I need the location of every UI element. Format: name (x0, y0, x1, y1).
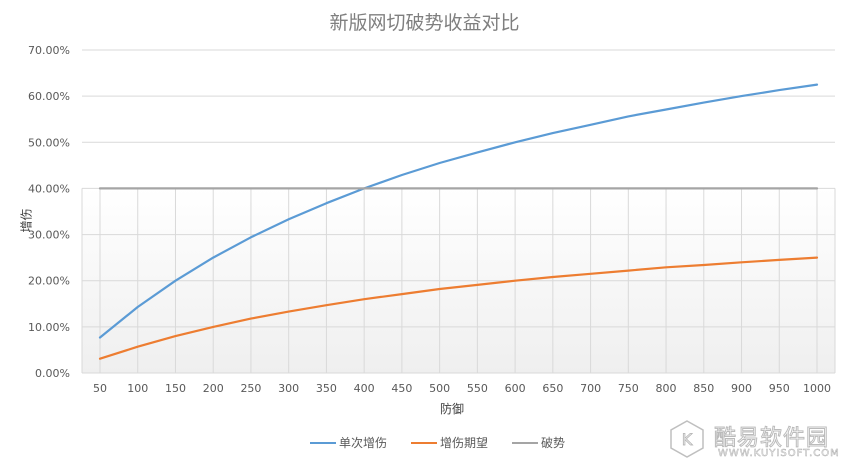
legend-label: 增伤期望 (440, 436, 489, 450)
svg-text:K: K (682, 430, 693, 449)
svg-text:600: 600 (505, 382, 526, 395)
svg-text:750: 750 (618, 382, 639, 395)
legend-item-poshi[interactable]: 破势 (512, 434, 565, 451)
svg-text:70.00%: 70.00% (28, 44, 70, 57)
svg-text:500: 500 (429, 382, 450, 395)
svg-text:650: 650 (542, 382, 563, 395)
gridlines (81, 49, 836, 374)
svg-text:850: 850 (693, 382, 714, 395)
svg-text:800: 800 (656, 382, 677, 395)
x-axis-ticks: 50 100 150 200 250 300 350 400 450 500 550 600 650 70… (93, 382, 831, 395)
svg-text:250: 250 (240, 382, 261, 395)
svg-text:40.00%: 40.00% (28, 182, 70, 195)
svg-text:1000: 1000 (803, 382, 831, 395)
svg-text:10.00%: 10.00% (28, 321, 70, 334)
watermark-url: WWW.KUYISOFT.COM (718, 448, 840, 460)
svg-text:30.00%: 30.00% (28, 229, 70, 242)
svg-text:50.00%: 50.00% (28, 136, 70, 149)
watermark: K 酷易软件园 WWW.KUYISOFT.COM (668, 418, 846, 462)
y-axis-ticks: 0.00% 10.00% 20.00% 30.00% 40.00% 50.00% 60.00… (28, 44, 70, 380)
watermark-text: 酷易软件园 (713, 426, 830, 452)
watermark-logo-icon: K (670, 420, 704, 458)
x-axis-title: 防御 (440, 402, 465, 416)
legend-label: 单次增伤 (339, 436, 388, 450)
svg-text:200: 200 (203, 382, 224, 395)
chart-title: 新版网切破势收益对比 (329, 12, 520, 34)
svg-text:300: 300 (278, 382, 299, 395)
y-axis-title: 增伤 (19, 208, 34, 233)
legend-swatch (411, 441, 438, 444)
svg-text:950: 950 (769, 382, 790, 395)
svg-text:400: 400 (354, 382, 375, 395)
legend-swatch (310, 441, 336, 444)
svg-text:350: 350 (316, 382, 337, 395)
svg-text:700: 700 (580, 382, 601, 395)
legend: 单次增伤 增伤期望 破势 (310, 434, 565, 451)
legend-item-expected-damage[interactable]: 增伤期望 (411, 434, 488, 451)
svg-text:900: 900 (731, 382, 752, 395)
svg-text:20.00%: 20.00% (28, 275, 70, 288)
svg-text:50: 50 (93, 382, 107, 395)
svg-text:100: 100 (127, 382, 148, 395)
svg-text:450: 450 (391, 382, 412, 395)
series-lines (98, 83, 819, 360)
legend-item-single-damage[interactable]: 单次增伤 (310, 434, 387, 451)
svg-text:150: 150 (165, 382, 186, 395)
legend-swatch (512, 441, 539, 444)
svg-text:550: 550 (467, 382, 488, 395)
legend-label: 破势 (541, 436, 566, 450)
svg-text:0.00%: 0.00% (35, 367, 70, 380)
svg-text:60.00%: 60.00% (28, 90, 70, 103)
